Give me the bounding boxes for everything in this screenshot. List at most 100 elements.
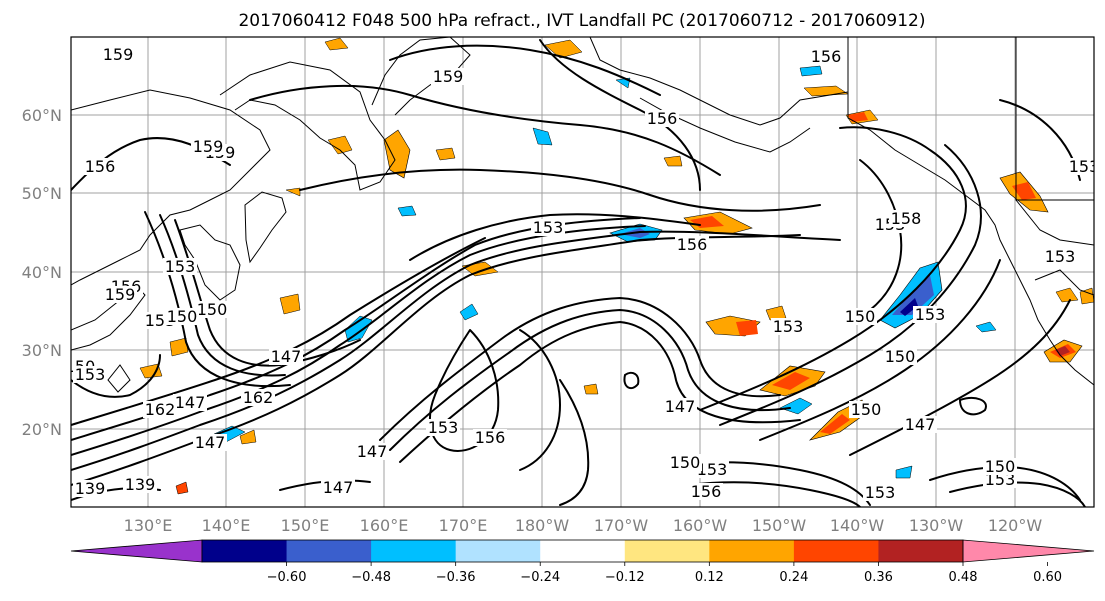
contour-label-bg: [531, 219, 565, 236]
lon-label: 170°E: [439, 516, 488, 535]
contour-label-bg: [123, 476, 157, 493]
contour-label: 147: [323, 478, 354, 497]
contour-label: 153: [915, 305, 946, 324]
contour-label-bg: [73, 366, 107, 383]
graticule: [71, 37, 1094, 507]
lon-label: 160°W: [673, 516, 728, 535]
contour-label: 153: [165, 257, 196, 276]
contour-label: 153: [1069, 157, 1100, 176]
colorbar-extend-high: [962, 539, 1095, 563]
colorbar-segment: [793, 540, 879, 562]
contour-label: 150: [851, 400, 882, 419]
lat-label: 20°N: [22, 420, 62, 439]
colorbar-tick-label: −0.60: [267, 570, 307, 585]
contour-label-bg: [321, 479, 355, 496]
lat-label: 50°N: [22, 184, 62, 203]
contour-label: 147: [195, 433, 226, 452]
contour-label-bg: [903, 416, 937, 433]
contour-label: 147: [905, 415, 936, 434]
colorbar-tick-label: −0.24: [520, 570, 560, 585]
contour-label-bg: [913, 306, 947, 323]
contour-label-bg: [809, 48, 843, 65]
contour-label-bg: [889, 210, 923, 227]
contour-label-bg: [771, 318, 805, 335]
colorbar-segment: [624, 540, 710, 562]
map-area: 1591591561561591561531561531531501531561…: [71, 37, 1100, 507]
contour-label-bg: [101, 46, 135, 63]
colorbar-tick-label: −0.12: [605, 570, 645, 585]
contour-label: 150: [885, 347, 916, 366]
contour-label: 150: [670, 453, 701, 472]
colorbar-segment: [371, 540, 457, 562]
contour-label: 153: [1045, 247, 1076, 266]
latitude-labels: 60°N 50°N 40°N 30°N 20°N: [22, 106, 62, 439]
contour-label-bg: [675, 236, 709, 253]
lat-label: 40°N: [22, 263, 62, 282]
map-frame: [70, 36, 1095, 508]
colorbar-segment: [286, 540, 372, 562]
contour-label: 156: [677, 235, 708, 254]
contour-label: 156: [691, 482, 722, 501]
colorbar-tick-label: 0.60: [1033, 570, 1062, 585]
contour-label: 156: [647, 109, 678, 128]
contour-label: 150: [985, 457, 1016, 476]
colorbar-tick-label: 0.24: [779, 570, 808, 585]
contour-label-bg: [473, 429, 507, 446]
contour-label: 147: [665, 397, 696, 416]
lon-label: 140°W: [830, 516, 885, 535]
contour-label-bg: [843, 308, 877, 325]
colorbar-tick-label: 0.36: [864, 570, 893, 585]
contour-label: 153: [428, 418, 459, 437]
contour-label: 159: [105, 285, 136, 304]
contour-label: 159: [433, 67, 464, 86]
colorbar-tick-label: −0.36: [436, 570, 476, 585]
contour-label: 162: [243, 388, 274, 407]
contour-label: 150: [197, 300, 228, 319]
contour-label: 156: [811, 47, 842, 66]
lon-label: 130°E: [124, 516, 173, 535]
contour-label-bg: [863, 484, 897, 501]
contour-label-bg: [983, 471, 1017, 488]
contour-label-bg: [431, 68, 465, 85]
contour-label: 153: [533, 218, 564, 237]
contour-label-bg: [241, 389, 275, 406]
colorbar-tick-label: 0.48: [949, 570, 978, 585]
contour-label: 156: [475, 428, 506, 447]
colorbar-segment: [540, 540, 626, 562]
longitude-labels: 130°E 140°E 150°E 160°E 170°E 180°W 170°W 160°W…: [124, 516, 1043, 535]
lat-label: 60°N: [22, 106, 62, 125]
colorbar-segment: [878, 540, 964, 562]
contour-label: 147: [357, 442, 388, 461]
contour-label-bg: [983, 458, 1017, 475]
contour-label: 147: [271, 347, 302, 366]
contour-label-bg: [83, 158, 117, 175]
lon-label: 120°W: [988, 516, 1043, 535]
contour-label-bg: [269, 348, 303, 365]
colorbar: −0.60 −0.48 −0.36 −0.24 −0.12 0.12 0.24 0.36 0.4…: [70, 539, 1095, 585]
contour-label: 159: [103, 45, 134, 64]
contour-label: 153: [75, 365, 106, 384]
colorbar-tick-label: −0.48: [351, 570, 391, 585]
colorbar-tick-label: 0.12: [695, 570, 724, 585]
contour-label: 153: [697, 460, 728, 479]
lon-label: 150°E: [281, 516, 330, 535]
contour-label-bg: [73, 480, 107, 497]
lon-label: 150°W: [752, 516, 807, 535]
contour-label-bg: [668, 454, 702, 471]
contour-label-bg: [163, 258, 197, 275]
colorbar-extend-low: [70, 539, 203, 563]
lon-label: 140°E: [202, 516, 251, 535]
colorbar-outline: [201, 539, 964, 563]
contour-label: 139: [125, 475, 156, 494]
lon-label: 180°W: [515, 516, 570, 535]
refractivity-contours: [71, 39, 1086, 507]
contour-label-bg: [193, 434, 227, 451]
lon-label: 160°E: [360, 516, 409, 535]
contour-label: 159: [193, 137, 224, 156]
lon-label: 130°W: [909, 516, 964, 535]
contour-label: 139: [75, 479, 106, 498]
map-title: 2017060412 F048 500 hPa refract., IVT La…: [238, 11, 925, 31]
contour-labels: 1591591561561591561531561531531501531561…: [71, 45, 1100, 502]
lat-label: 30°N: [22, 341, 62, 360]
